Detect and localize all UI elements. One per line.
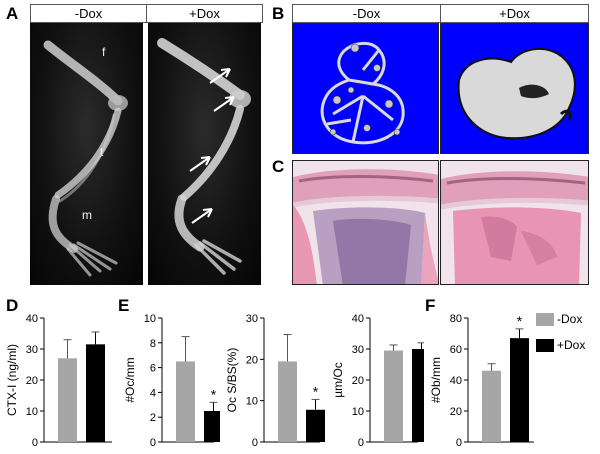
xray-dox-image [148,23,261,285]
chart-f-ylabel: #Ob/mm [429,357,443,403]
chart-e-oc-per-mm: 0 2 4 6 8 10 #Oc/mm * [123,313,220,449]
chart-d-tick-label: 30 [26,344,38,356]
microct-control-trabecular [320,42,405,145]
legend: -Dox +Dox [536,312,598,352]
chart-e1-tick-label: 0 [150,437,156,449]
histology-dox-section [441,161,588,284]
chart-e3-tick-label: 10 [352,406,364,418]
chart-e1-tick-label: 6 [150,363,156,375]
chart-f-significance: * [517,313,523,329]
panel-b-header-right: +Dox [440,4,589,23]
chart-f-tick-label: 20 [450,406,462,418]
arrow-markers [189,68,235,224]
panel-e-letter: E [118,296,130,315]
panel-b-letter: B [272,4,285,23]
chart-e-um-per-oc: 0 10 20 30 40 µm/Oc [331,313,424,449]
panel-a-header-right: +Dox [146,4,263,23]
chart-f-bar-control [482,370,501,442]
panel-c-letter: C [272,157,285,176]
legend-label-control: -Dox [557,312,583,326]
chart-e2-tick-label: 10 [246,396,258,408]
chart-f-bar-dox [510,338,529,442]
chart-e2-bar-control [278,361,297,442]
chart-e3-tick-label: 0 [358,437,364,449]
chart-f-ob-per-mm: 0 20 40 60 80 #Ob/mm * [429,313,534,449]
panel-b-header-left: -Dox [292,4,441,23]
chart-e1-tick-label: 8 [150,338,156,350]
chart-e2-tick-label: 30 [246,313,258,325]
chart-e1-significance: * [211,386,217,402]
chart-e3-bar-control [384,350,403,442]
legend-swatch-dox [536,338,554,352]
tibia-label: t [100,145,104,159]
legend-label-dox: +Dox [557,338,586,352]
chart-f-tick-label: 60 [450,344,462,356]
chart-d-bar-control [58,358,77,442]
panel-d-letter: D [6,296,19,315]
chart-e3-bar-dox [412,349,424,442]
xray-control-image: f t m [30,23,143,285]
xray-dox-bones [157,38,251,275]
panel-a-header-left: -Dox [30,4,147,23]
panel-f-letter: F [425,296,436,315]
chart-d-ylabel: CTX-I (ng/ml) [5,344,19,416]
chart-d-tick-label: 10 [26,406,38,418]
chart-d-tick-label: 20 [26,375,38,387]
chart-e2-significance: * [313,383,319,399]
chart-e1-tick-label: 10 [144,313,156,325]
chart-f-tick-label: 0 [456,437,462,449]
chart-d-ctx1: 0 10 20 30 40 CTX-I (ng/ml) [5,313,112,449]
chart-e3-tick-label: 30 [352,344,364,356]
chart-d-bar-dox [86,344,105,442]
chart-e1-tick-label: 2 [150,412,156,424]
chart-e1-ylabel: #Oc/mm [123,357,137,402]
chart-e3-tick-label: 40 [352,313,364,325]
metatarsal-label: m [82,208,92,222]
legend-swatch-control [536,312,554,326]
chart-d-tick-label: 40 [26,313,38,325]
microct-control-image [292,23,439,154]
histology-control-section [293,161,438,284]
legend-item-dox: +Dox [536,338,598,352]
chart-e2-bar-dox [306,409,325,442]
chart-f-tick-label: 40 [450,375,462,387]
chart-e2-ylabel: Oc S/BS(%) [225,348,239,413]
legend-item-control: -Dox [536,312,598,326]
panel-a-letter: A [6,4,19,23]
chart-e3-tick-label: 20 [352,375,364,387]
chart-e1-bar-dox [204,411,220,442]
chart-e3-ylabel: µm/Oc [331,362,345,398]
histology-dox-image [440,160,589,285]
microct-dox-image [440,23,589,154]
xray-control-bones [43,40,128,277]
chart-d-tick-label: 0 [32,437,38,449]
chart-e-oc-surface: 0 10 20 30 Oc S/BS(%) * [225,313,325,449]
femur-label: f [102,45,106,59]
chart-e2-tick-label: 0 [252,437,258,449]
histology-control-image [292,160,439,285]
chart-e1-bar-control [176,361,195,442]
chart-f-tick-label: 80 [450,313,462,325]
chart-e1-tick-label: 4 [150,387,156,399]
microct-dox-solid-bone [457,47,576,140]
chart-e2-tick-label: 20 [246,354,258,366]
